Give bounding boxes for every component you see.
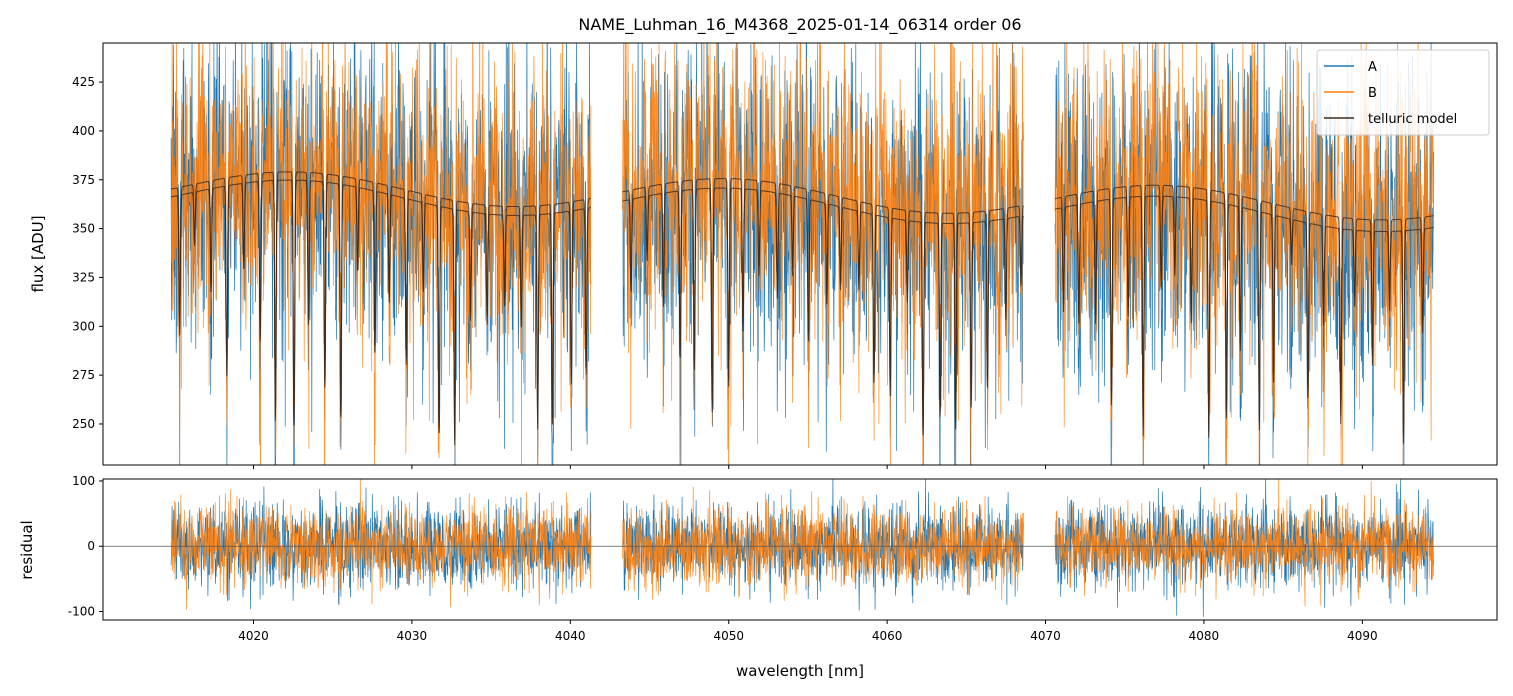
legend-label-a: A [1368,60,1377,75]
residual-plot-area [103,479,1497,617]
flux-y-tick-label: 250 [72,417,95,431]
residual-y-tick-label: 0 [87,539,95,553]
residual-x-ticks: 4020 4030 4040 4050 4060 4070 4080 4090 [238,620,1378,643]
flux-y-tick-label: 325 [72,270,95,284]
series-b-residual-segment-0 [170,479,592,610]
series-b-flux-segment-2 [1054,43,1434,465]
flux-y-tick-label: 425 [72,75,95,89]
residual-panel: -100 0 100 4020 4030 4040 4050 4060 4070 4080 409… [18,474,1498,680]
x-tick-label: 4070 [1030,629,1061,643]
series-b-flux-segment-1 [622,43,1024,465]
flux-y-tick-label: 275 [72,368,95,382]
residual-axes-frame [102,478,1498,621]
legend: A B telluric model [1316,49,1490,136]
x-tick-label: 4030 [397,629,428,643]
chart-title: NAME_Luhman_16_M4368_2025-01-14_06314 or… [578,15,1021,35]
x-tick-label: 4040 [555,629,586,643]
flux-y-ticks: 250 275 300 325 350 375 400 425 [72,75,103,431]
x-tick-label: 4090 [1347,629,1378,643]
telluric-model-b-segment-2 [1055,184,1434,436]
flux-y-tick-label: 350 [72,222,95,236]
flux-axes-frame [102,42,1498,466]
flux-plot-area [170,43,1434,465]
telluric-model-b-segment-1 [622,178,1024,429]
residual-y-ticks: -100 0 100 [68,474,103,619]
residual-y-label: residual [18,520,36,579]
legend-box [1316,49,1490,136]
legend-label-telluric: telluric model [1368,112,1457,127]
flux-y-tick-label: 375 [72,173,95,187]
flux-y-tick-label: 400 [72,124,95,138]
x-axis-label: wavelength [nm] [736,662,864,680]
residual-y-tick-label: -100 [68,605,95,619]
legend-label-b: B [1368,86,1377,101]
flux-y-tick-label: 300 [72,319,95,333]
x-tick-label: 4020 [238,629,269,643]
series-b-residual-segment-2 [1054,479,1434,607]
series-b-residual-segment-1 [622,486,1024,601]
residual-y-tick-label: 100 [72,474,95,488]
flux-panel: 250 275 300 325 350 375 400 425 flux [ADU] A B … [29,42,1498,469]
x-tick-label: 4050 [713,629,744,643]
x-tick-label: 4060 [872,629,903,643]
telluric-model-b-segment-0 [170,171,591,440]
flux-y-label: flux [ADU] [29,215,47,292]
series-b-flux-segment-0 [170,43,592,465]
flux-x-ticks [252,465,1363,469]
x-tick-label: 4080 [1189,629,1220,643]
